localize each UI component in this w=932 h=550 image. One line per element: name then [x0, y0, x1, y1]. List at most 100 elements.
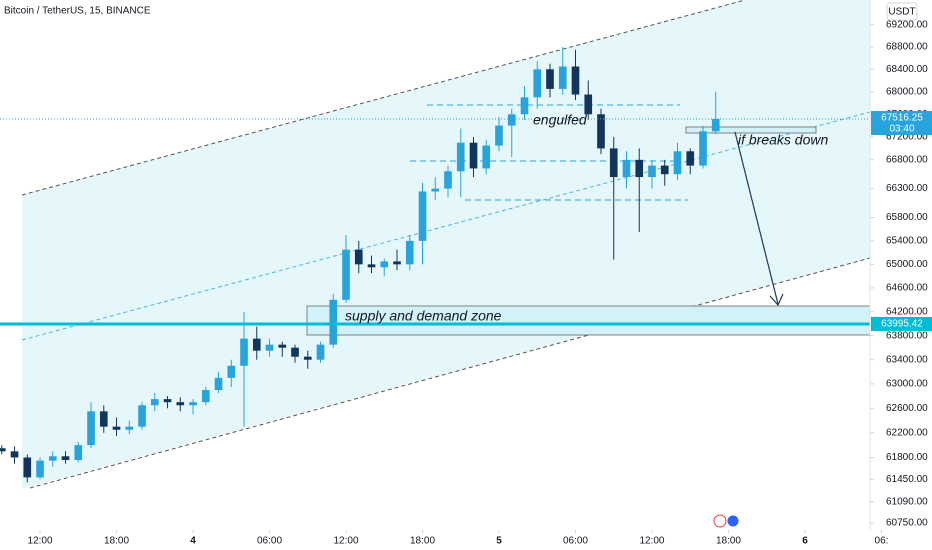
y-tick-label: 62600.00 — [886, 403, 928, 414]
x-tick-label: 12:00 — [28, 536, 53, 547]
symbol-title: Bitcoin / TetherUS, 15, BINANCE — [4, 6, 151, 17]
candle-body — [584, 94, 593, 115]
candle-body — [99, 411, 108, 427]
candle-body — [23, 457, 32, 478]
candle-body — [597, 114, 605, 149]
arrow-head — [769, 293, 784, 307]
candle-body — [367, 264, 376, 268]
candle-body — [571, 66, 580, 95]
candle-body — [393, 261, 401, 265]
candle-body — [61, 456, 70, 460]
candle-body — [469, 142, 478, 169]
candle-body — [48, 456, 57, 461]
time-axis-panel — [0, 530, 932, 550]
last-price-bg — [871, 111, 932, 136]
currency[interactable]: USDT — [888, 7, 915, 18]
candle-body — [380, 261, 389, 268]
y-tick-label: 61090.00 — [886, 496, 928, 507]
candle-body — [176, 402, 185, 406]
last-price-label: 67516.25 — [881, 113, 923, 124]
candle-body — [291, 347, 299, 357]
candle-body — [431, 188, 440, 192]
candle-body — [0, 448, 6, 452]
supply-demand-zone — [306, 305, 870, 336]
candle-body — [660, 165, 669, 175]
candle-body — [163, 399, 172, 403]
candle-body — [138, 405, 146, 427]
y-tick-label: 66300.00 — [886, 183, 928, 194]
y-tick-label: 65400.00 — [886, 236, 928, 247]
annotation: engulfed — [533, 112, 588, 128]
candle-body — [444, 171, 452, 189]
x-tick-label: 6 — [802, 536, 808, 547]
currency-box[interactable] — [886, 2, 918, 21]
candle-body — [240, 338, 248, 366]
candle-body — [648, 165, 656, 178]
channel-fill — [22, 0, 870, 489]
y-tick-label: 60750.00 — [886, 518, 928, 529]
candle-body — [405, 240, 414, 265]
y-tick-label: 63000.00 — [886, 379, 928, 390]
y-tick-label: 65000.00 — [886, 259, 928, 270]
y-tick-label: 64600.00 — [886, 283, 928, 294]
candle-body — [329, 299, 338, 345]
candle-body — [622, 159, 631, 178]
annotation: supply and demand zone — [345, 308, 502, 324]
candle-body — [125, 426, 134, 430]
y-tick-label: 64200.00 — [886, 306, 928, 317]
x-tick-label: 06:00 — [563, 536, 588, 547]
candle-body — [699, 131, 707, 166]
icon[interactable] — [713, 514, 727, 528]
x-tick-label: 18:00 — [104, 536, 129, 547]
drawings — [21, 0, 870, 489]
x-tick-label: 4 — [190, 536, 196, 547]
plot — [0, 46, 870, 483]
candle-body — [74, 445, 83, 460]
channel-mid — [21, 111, 870, 341]
price-axis-panel — [870, 0, 932, 550]
y-tick-label: 63800.00 — [886, 330, 928, 341]
y-tick-label: 68800.00 — [886, 42, 928, 53]
candle-body — [609, 148, 618, 178]
x-tick-label: 18:00 — [410, 536, 435, 547]
y-tick-label: 68000.00 — [886, 86, 928, 97]
candle-body — [635, 159, 644, 178]
annotation: if breaks down — [738, 132, 828, 148]
y-tick-label: 66800.00 — [886, 154, 928, 165]
candle-body — [265, 344, 274, 351]
x-tick-label: 12:00 — [333, 536, 358, 547]
y-tick-label: 69200.00 — [886, 19, 928, 30]
candle-body — [112, 426, 121, 430]
candle-body — [189, 402, 197, 406]
axes: 69200.0068800.0068400.0068000.0067600.00… — [28, 19, 932, 547]
candle-body — [316, 344, 325, 360]
y-tick-label: 63400.00 — [886, 354, 928, 365]
candle-body — [252, 338, 261, 351]
candle-body — [303, 356, 312, 360]
candle-body — [342, 249, 350, 300]
arrow — [734, 131, 779, 305]
candle-body — [546, 69, 554, 89]
candle-body — [558, 66, 567, 89]
candle-body — [278, 344, 287, 348]
y-tick-label: 68400.00 — [886, 64, 928, 75]
y-tick-label: 67200.00 — [886, 132, 928, 143]
x-tick-label: 06: — [875, 536, 889, 547]
candle-body — [673, 151, 682, 175]
y-tick-label: 62200.00 — [886, 427, 928, 438]
channel-upper — [21, 0, 746, 196]
x-tick-label: 18:00 — [716, 536, 741, 547]
candle-body — [36, 460, 44, 478]
y-tick-label: 61800.00 — [886, 452, 928, 463]
candle-body — [201, 390, 210, 403]
icon[interactable] — [726, 514, 740, 528]
candle-body — [227, 365, 236, 378]
level-label-bg — [871, 316, 932, 331]
candle-body — [10, 451, 19, 458]
candle-body — [533, 69, 542, 98]
breakdown-box — [685, 126, 817, 134]
candle-body — [520, 97, 529, 115]
candle-body — [214, 377, 223, 391]
candle-body — [507, 114, 516, 126]
